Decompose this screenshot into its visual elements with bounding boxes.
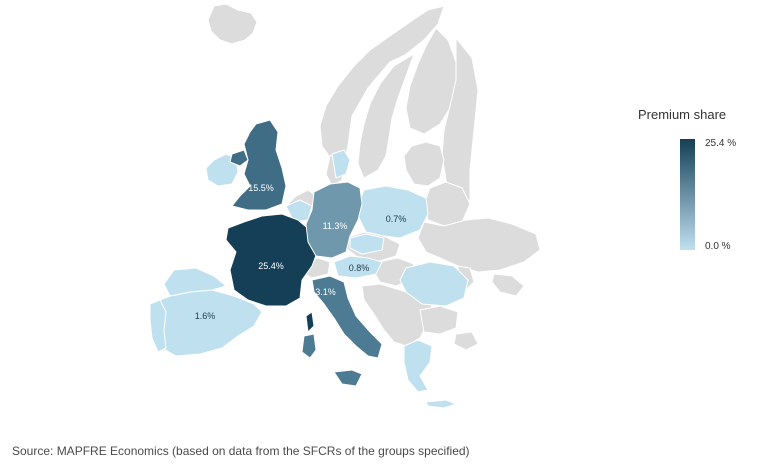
- label-united-kingdom: 15.5%: [248, 183, 274, 193]
- legend-max-label: 25.4 %: [705, 138, 737, 149]
- country-sweden-south[interactable]: [331, 149, 351, 179]
- country-corsica[interactable]: [305, 311, 315, 333]
- country-bulgaria[interactable]: [419, 305, 459, 335]
- label-italy: 13.1%: [310, 287, 336, 297]
- country-united-kingdom[interactable]: [231, 119, 287, 211]
- country-spain[interactable]: [149, 289, 263, 357]
- country-sardinia[interactable]: [301, 333, 317, 359]
- country-greece[interactable]: [403, 339, 433, 393]
- high-value-countries: [225, 119, 383, 387]
- country-baltics[interactable]: [403, 141, 445, 187]
- country-romania[interactable]: [399, 261, 469, 307]
- country-austria[interactable]: [333, 255, 383, 279]
- country-sicily[interactable]: [333, 369, 363, 387]
- country-north-iberia[interactable]: [163, 267, 227, 297]
- country-sweden[interactable]: [357, 53, 415, 179]
- country-iceland[interactable]: [207, 3, 258, 45]
- source-note: Source: MAPFRE Economics (based on data …: [12, 444, 470, 458]
- country-italy[interactable]: [311, 275, 383, 359]
- country-northern-ireland[interactable]: [229, 149, 249, 167]
- country-france[interactable]: [225, 213, 319, 307]
- label-austria: 0.8%: [349, 263, 370, 273]
- country-crete[interactable]: [425, 399, 457, 409]
- country-balkans[interactable]: [361, 283, 433, 347]
- country-poland[interactable]: [357, 185, 429, 239]
- country-portugal[interactable]: [149, 299, 167, 353]
- label-germany: 11.3%: [323, 221, 348, 231]
- low-value-countries: [149, 149, 469, 409]
- country-germany[interactable]: [305, 181, 363, 259]
- country-turkey-edge[interactable]: [453, 331, 479, 351]
- country-ukraine[interactable]: [417, 217, 541, 273]
- legend-title: Premium share: [638, 107, 727, 122]
- label-spain: 1.6%: [195, 311, 216, 321]
- label-poland: 0.7%: [386, 214, 407, 224]
- legend-min-label: 0.0 %: [705, 241, 731, 252]
- country-east-edge[interactable]: [491, 273, 525, 297]
- value-labels: 15.5% 25.4% 13.1% 11.3% 1.6% 0.8% 0.7%: [195, 183, 407, 321]
- label-france: 25.4%: [258, 261, 284, 271]
- legend-color-scale: [680, 139, 695, 250]
- country-czechia[interactable]: [349, 233, 385, 255]
